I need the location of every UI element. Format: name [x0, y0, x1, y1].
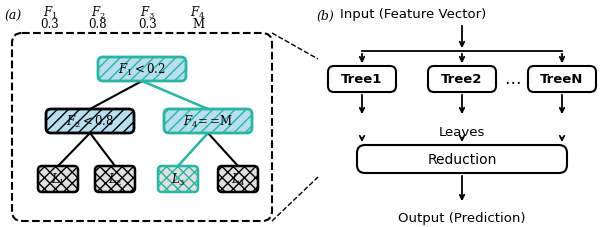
- FancyBboxPatch shape: [357, 145, 567, 173]
- Text: Output (Prediction): Output (Prediction): [398, 211, 526, 224]
- FancyBboxPatch shape: [95, 166, 135, 192]
- Text: $F_2 < 0.8$: $F_2 < 0.8$: [66, 114, 114, 129]
- Text: M: M: [192, 18, 204, 31]
- Text: Tree1: Tree1: [341, 73, 382, 86]
- FancyBboxPatch shape: [328, 67, 396, 93]
- Text: Tree2: Tree2: [441, 73, 483, 86]
- Text: TreeN: TreeN: [541, 73, 584, 86]
- Text: $F_4$: $F_4$: [190, 5, 206, 21]
- Text: $\cdots$: $\cdots$: [503, 72, 520, 90]
- Text: $L_3$: $L_3$: [171, 171, 185, 187]
- FancyBboxPatch shape: [12, 34, 272, 221]
- Text: $F_1 < 0.2$: $F_1 < 0.2$: [119, 62, 165, 78]
- FancyBboxPatch shape: [528, 67, 596, 93]
- FancyBboxPatch shape: [98, 58, 186, 82]
- FancyBboxPatch shape: [46, 109, 134, 133]
- Text: $L_2$: $L_2$: [108, 171, 122, 187]
- FancyBboxPatch shape: [158, 166, 198, 192]
- Text: $F_3$: $F_3$: [140, 5, 156, 21]
- Text: $L_4$: $L_4$: [230, 171, 246, 187]
- FancyBboxPatch shape: [218, 166, 258, 192]
- Text: Input (Feature Vector): Input (Feature Vector): [340, 8, 486, 21]
- Text: 0.8: 0.8: [89, 18, 108, 31]
- Text: Leaves: Leaves: [439, 126, 485, 138]
- Text: 0.3: 0.3: [41, 18, 60, 31]
- FancyBboxPatch shape: [428, 67, 496, 93]
- Text: $L_1$: $L_1$: [51, 171, 65, 187]
- Text: (a): (a): [4, 10, 21, 23]
- Text: Reduction: Reduction: [427, 152, 497, 166]
- Text: (b): (b): [316, 10, 334, 23]
- Text: $F_2$: $F_2$: [91, 5, 105, 21]
- FancyBboxPatch shape: [38, 166, 78, 192]
- Text: $F_4\!=\!=\!\mathrm{M}$: $F_4\!=\!=\!\mathrm{M}$: [183, 114, 233, 129]
- FancyBboxPatch shape: [164, 109, 252, 133]
- Text: 0.3: 0.3: [139, 18, 157, 31]
- Text: $F_1$: $F_1$: [43, 5, 57, 21]
